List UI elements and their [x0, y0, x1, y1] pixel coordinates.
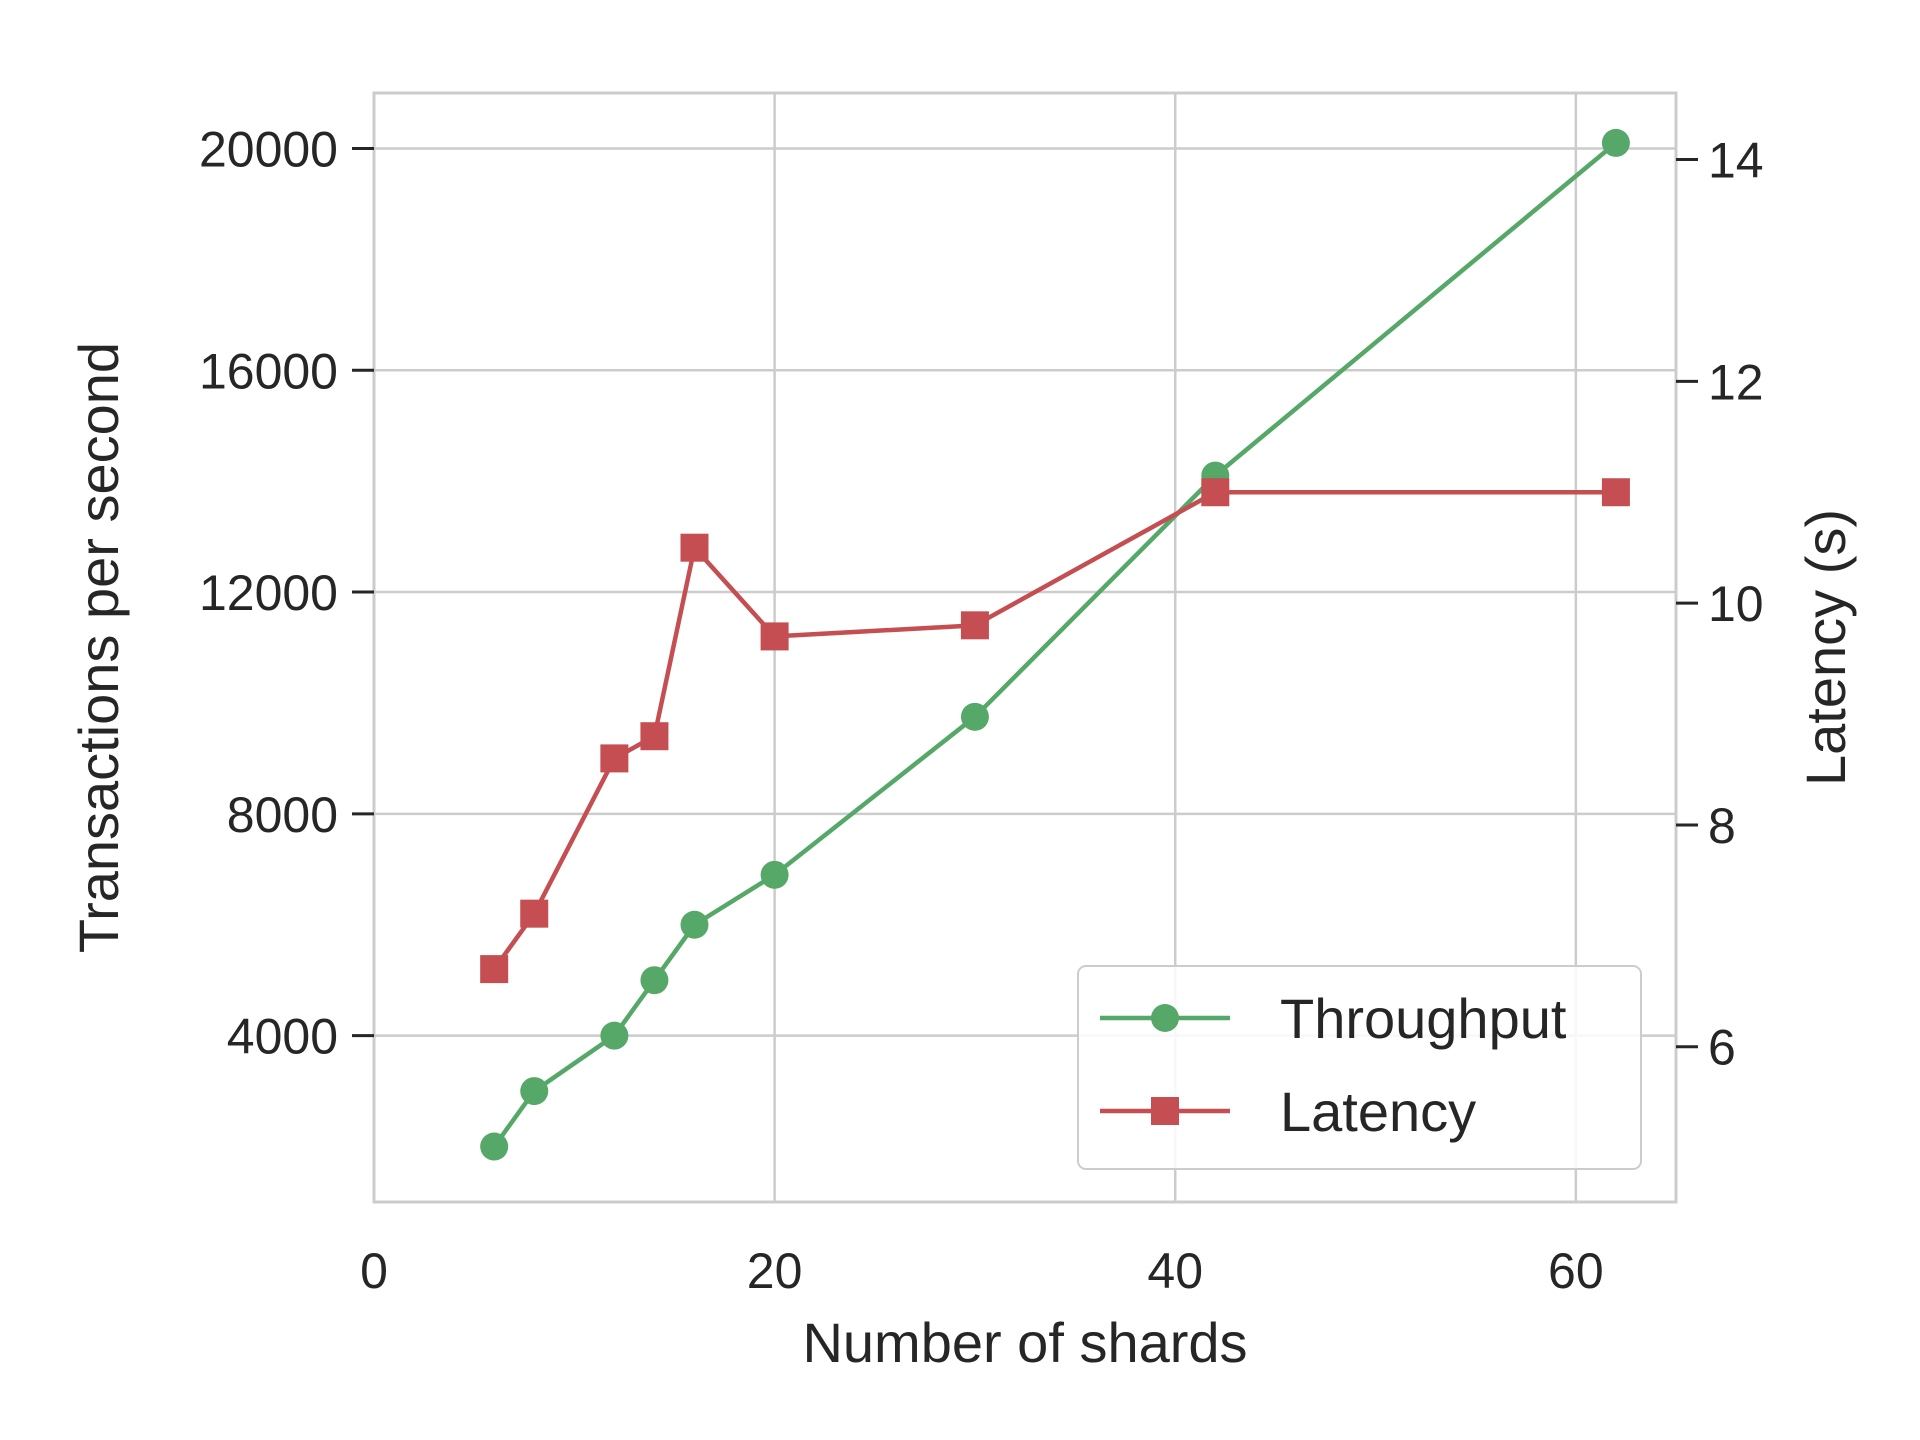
data-point-latency: [1601, 478, 1630, 507]
data-point-throughput: [600, 1021, 629, 1050]
y-left-tick-label: 16000: [199, 343, 338, 399]
legend-label: Latency: [1280, 1080, 1476, 1143]
data-point-throughput: [640, 966, 669, 995]
data-point-latency: [640, 722, 669, 751]
data-point-latency: [480, 955, 509, 984]
x-tick-label: 60: [1548, 1243, 1604, 1299]
series-throughput: [480, 128, 1630, 1161]
data-point-latency: [1201, 478, 1230, 507]
series-latency: [480, 478, 1630, 984]
legend-marker: [1151, 1097, 1179, 1125]
data-point-throughput: [1601, 128, 1630, 157]
y-left-tick-label: 20000: [199, 121, 338, 177]
data-point-throughput: [480, 1132, 509, 1161]
y-right-tick-label: 10: [1708, 576, 1764, 632]
data-point-throughput: [760, 860, 789, 889]
y-right-tick-label: 8: [1708, 798, 1736, 854]
legend: Throughput Latency: [1077, 965, 1642, 1170]
legend-marker: [1151, 1004, 1179, 1032]
data-point-throughput: [680, 910, 709, 939]
x-axis-title: Number of shards: [802, 1311, 1247, 1374]
y-right-tick-label: 12: [1708, 354, 1764, 410]
x-tick-label: 20: [747, 1243, 803, 1299]
data-point-latency: [760, 622, 789, 651]
ticks: 0 20 40 60 4000 8000 12000 16000 20000 6 8 10 12 14: [199, 121, 1764, 1299]
legend-item-latency: Latency: [1100, 1080, 1476, 1143]
y-right-tick-label: 6: [1708, 1020, 1736, 1076]
data-point-throughput: [960, 702, 989, 731]
y-left-tick-label: 4000: [227, 1009, 338, 1065]
data-point-latency: [520, 899, 549, 928]
y-left-tick-label: 12000: [199, 565, 338, 621]
y-axis-right-title: Latency (s): [1794, 509, 1857, 786]
legend-item-throughput: Throughput: [1100, 987, 1567, 1050]
data-point-latency: [600, 744, 629, 773]
y-left-tick-label: 8000: [227, 787, 338, 843]
data-point-throughput: [520, 1077, 549, 1106]
series-layer: [480, 128, 1630, 1161]
legend-items: Throughput Latency: [1100, 987, 1567, 1143]
legend-label: Throughput: [1280, 987, 1567, 1050]
grid: [372, 93, 1676, 1202]
data-point-latency: [680, 533, 709, 562]
plot-frame: [372, 91, 1678, 1204]
x-tick-label: 0: [360, 1243, 388, 1299]
y-axis-left-title: Transactions per second: [67, 342, 130, 953]
y-right-tick-label: 14: [1708, 133, 1764, 189]
data-point-latency: [960, 611, 989, 640]
x-tick-label: 40: [1147, 1243, 1203, 1299]
